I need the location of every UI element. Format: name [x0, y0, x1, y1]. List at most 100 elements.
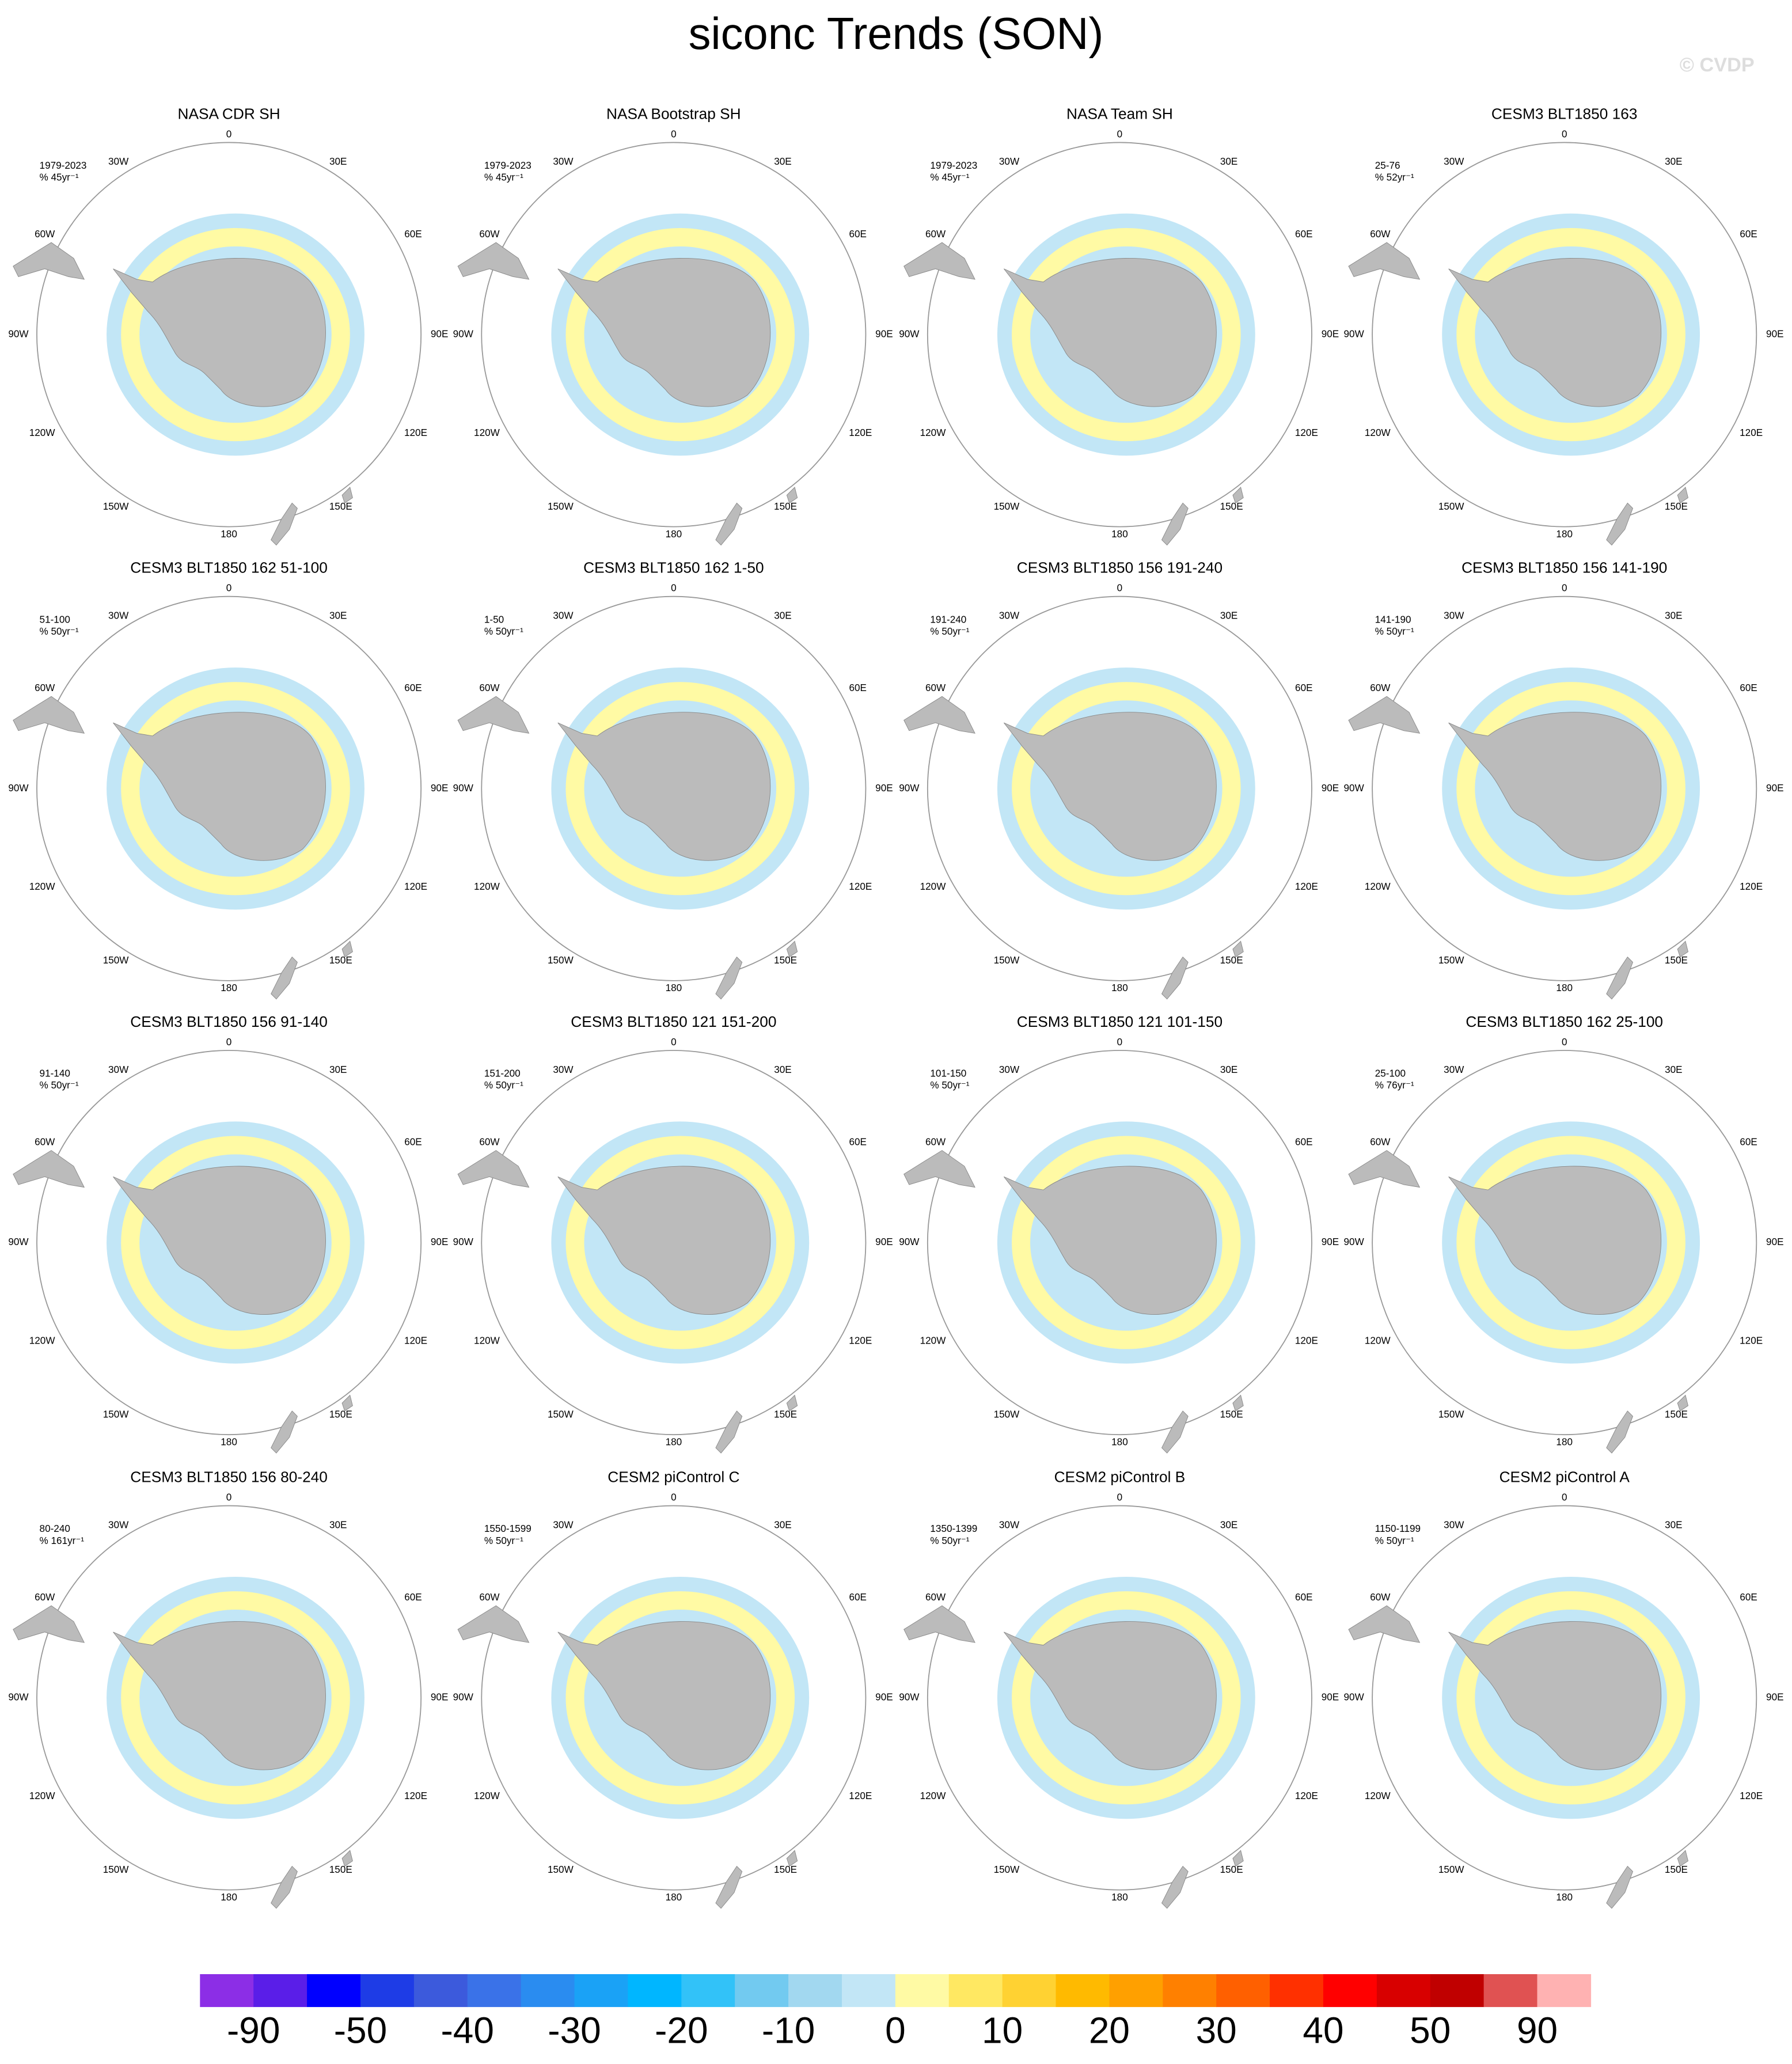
longitude-label: 30W: [553, 1519, 574, 1530]
period-label: 80-240: [40, 1523, 70, 1534]
longitude-label: 60E: [404, 1591, 422, 1603]
antarctica: [1003, 712, 1217, 861]
new-zealand: [1161, 1394, 1244, 1454]
longitude-label: 30E: [774, 1064, 791, 1075]
longitude-label: 30E: [329, 610, 347, 621]
longitude-label: 60E: [849, 682, 866, 693]
colorbar-label: 50: [1410, 2010, 1451, 2051]
longitude-label: 90E: [1322, 782, 1339, 794]
map-panel: CESM3 BLT1850 121 101-150 101-150% 50yr⁻¹…: [899, 1013, 1339, 1454]
longitude-label: 30W: [999, 610, 1020, 621]
figure-title: siconc Trends (SON): [689, 9, 1104, 59]
south-america: [903, 1150, 975, 1188]
longitude-label: 60W: [1370, 228, 1391, 240]
longitude-label: 150E: [774, 954, 797, 966]
map-boundary: [481, 595, 867, 981]
sea-ice-ring: [1456, 1136, 1685, 1349]
longitude-label: 90E: [431, 1691, 448, 1703]
longitude-label: 120E: [849, 1790, 872, 1801]
panel-title: CESM2 piControl C: [608, 1469, 739, 1486]
antarctica: [113, 1166, 326, 1315]
longitude-label: 150E: [774, 1864, 797, 1875]
longitude-label: 60W: [1370, 1591, 1391, 1603]
colorbar-box: [895, 1974, 950, 2008]
watermark: © CVDP: [1680, 54, 1755, 76]
longitude-label: 150W: [1438, 1864, 1465, 1875]
colorbar-box: [360, 1974, 415, 2008]
colorbar-box: [1376, 1974, 1431, 2008]
longitude-label: 0: [226, 128, 232, 139]
colorbar-box: [788, 1974, 842, 2008]
units-label: % 52yr⁻¹: [1375, 172, 1414, 183]
longitude-label: 150E: [774, 1408, 797, 1420]
longitude-label: 0: [1562, 1491, 1567, 1503]
longitude-label: 90E: [875, 1236, 893, 1247]
longitude-label: 180: [666, 528, 682, 540]
colorbar-label: -30: [548, 2010, 601, 2051]
longitude-label: 150E: [1665, 954, 1688, 966]
longitude-label: 0: [1117, 1491, 1123, 1503]
longitude-label: 150E: [1220, 1864, 1243, 1875]
map-boundary: [36, 1050, 422, 1436]
longitude-label: 30E: [774, 1519, 791, 1530]
map-boundary: [1372, 1505, 1757, 1891]
map-boundary: [481, 1505, 867, 1891]
longitude-label: 90E: [431, 1236, 448, 1247]
longitude-label: 90E: [431, 782, 448, 794]
longitude-label: 60E: [404, 1136, 422, 1147]
longitude-label: 180: [221, 982, 237, 993]
south-america: [457, 1605, 530, 1643]
longitude-label: 90W: [453, 328, 474, 340]
south-america: [1348, 1605, 1421, 1643]
new-zealand: [715, 1394, 798, 1454]
longitude-label: 60W: [1370, 1136, 1391, 1147]
longitude-label: 60E: [404, 228, 422, 240]
colorbar-box: [413, 1974, 468, 2008]
longitude-label: 30W: [999, 1519, 1020, 1530]
longitude-label: 60E: [404, 682, 422, 693]
longitude-label: 120W: [1365, 427, 1391, 438]
longitude-label: 120E: [1295, 1790, 1318, 1801]
longitude-label: 150W: [548, 954, 574, 966]
map-panel: CESM3 BLT1850 121 151-200 151-200% 50yr⁻¹…: [453, 1013, 893, 1454]
antarctica: [557, 258, 771, 407]
colorbar-label: 30: [1196, 2010, 1237, 2051]
sea-ice-ring: [121, 1591, 350, 1805]
longitude-label: 90E: [1766, 1236, 1783, 1247]
new-zealand: [1606, 940, 1689, 1000]
longitude-label: 180: [1556, 982, 1573, 993]
period-label: 1-50: [484, 613, 504, 625]
longitude-label: 180: [666, 1891, 682, 1903]
longitude-label: 90E: [1322, 328, 1339, 340]
longitude-label: 60W: [925, 228, 946, 240]
longitude-label: 150W: [1438, 500, 1465, 512]
longitude-label: 120W: [1365, 1790, 1391, 1801]
longitude-label: 150E: [329, 1408, 352, 1420]
colorbar-box: [467, 1974, 522, 2008]
longitude-label: 30E: [1220, 1519, 1237, 1530]
longitude-label: 0: [671, 582, 677, 594]
panel-title: CESM2 piControl A: [1499, 1469, 1630, 1486]
longitude-label: 150E: [1665, 500, 1688, 512]
south-america: [457, 696, 530, 734]
longitude-label: 90E: [1766, 1691, 1783, 1703]
longitude-label: 120W: [920, 427, 947, 438]
longitude-label: 90W: [1344, 1236, 1365, 1247]
new-zealand: [715, 1850, 798, 1909]
longitude-label: 120E: [1740, 881, 1763, 892]
antarctica: [113, 712, 326, 861]
new-zealand: [715, 487, 798, 546]
longitude-label: 60W: [479, 1591, 500, 1603]
map-panel: NASA Team SH 1979-2023% 45yr⁻¹ 0 30W 30E 60W 6…: [899, 105, 1339, 546]
longitude-label: 90E: [1766, 328, 1783, 340]
antarctica: [113, 1621, 326, 1770]
units-label: % 45yr⁻¹: [484, 172, 523, 183]
map-panel: NASA Bootstrap SH 1979-2023% 45yr⁻¹ 0 30W 30…: [453, 105, 893, 546]
map-panel: CESM2 piControl A 1150-1199% 50yr⁻¹ 0 30W 30…: [1344, 1469, 1784, 1909]
longitude-label: 30W: [108, 1064, 129, 1075]
longitude-label: 120E: [404, 1334, 427, 1346]
longitude-label: 60E: [1740, 228, 1757, 240]
longitude-label: 120W: [920, 1334, 947, 1346]
longitude-label: 120E: [404, 427, 427, 438]
